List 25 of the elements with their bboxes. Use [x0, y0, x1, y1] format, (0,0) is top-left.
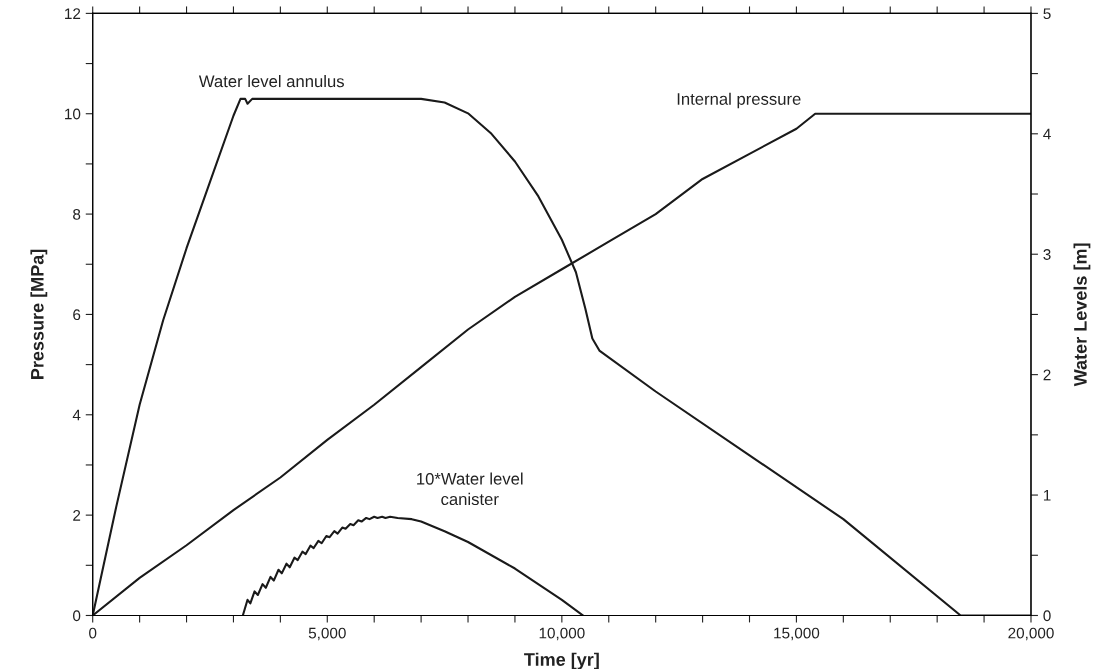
y-tick-label: 0 [73, 610, 81, 622]
y-axis-title: Pressure [MPa] [30, 249, 48, 379]
y2-tick-label: 1 [1043, 490, 1051, 501]
y-tick-label: 4 [72, 409, 81, 421]
y-tick-label: 10 [65, 108, 81, 120]
y2-tick-label: 3 [1043, 249, 1051, 260]
y-tick-label: 2 [73, 510, 81, 521]
y2-tick-label: 2 [1043, 369, 1051, 381]
y2-tick-label: 4 [1043, 128, 1051, 140]
y2-axis-title: Water Levels [m] [1073, 243, 1091, 387]
y-tick-label: 12 [65, 8, 81, 19]
x-axis-title: Time [yr] [524, 652, 599, 669]
x-tick-label: 5,000 [308, 627, 346, 641]
x-tick-label: 20,000 [1008, 627, 1054, 641]
x-tick-label: 10,000 [539, 627, 585, 641]
series-label: Water level annulus [198, 75, 344, 88]
y2-tick-label: 5 [1043, 8, 1051, 20]
y2-tick-label: 0 [1043, 610, 1051, 622]
y-tick-label: 8 [73, 208, 81, 220]
series-label: Internal pressure [677, 92, 801, 109]
x-tick-label: 0 [89, 627, 97, 639]
line-series [241, 515, 584, 616]
series-label: 10*Water level canister [417, 472, 523, 506]
x-tick-label: 15,000 [774, 627, 820, 641]
y-tick-label: 6 [73, 309, 81, 321]
